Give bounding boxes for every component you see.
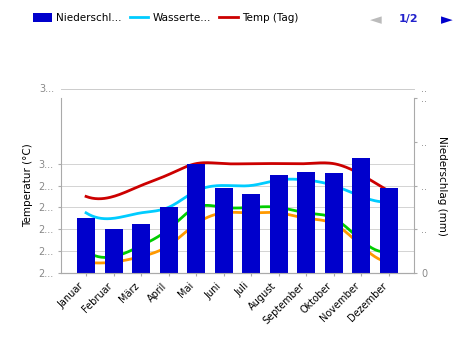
Y-axis label: Niederschlag (mm): Niederschlag (mm) <box>437 135 447 236</box>
Text: ►: ► <box>441 12 452 27</box>
Bar <box>325 174 343 273</box>
Bar <box>132 224 150 273</box>
Bar <box>187 164 205 273</box>
Bar <box>77 218 95 273</box>
Y-axis label: Temperatur (°C): Temperatur (°C) <box>23 144 32 228</box>
Bar <box>242 194 260 273</box>
Bar <box>215 188 233 273</box>
Text: ..: .. <box>421 84 427 94</box>
Bar <box>270 175 288 273</box>
Text: ◄: ◄ <box>370 12 382 27</box>
Bar <box>297 172 315 273</box>
Bar <box>352 158 370 273</box>
Text: 1/2: 1/2 <box>399 14 419 24</box>
Bar <box>160 207 178 273</box>
Bar <box>105 229 123 273</box>
Bar <box>380 188 398 273</box>
Legend: Niederschl..., Wasserte..., Temp (Tag): Niederschl..., Wasserte..., Temp (Tag) <box>29 9 303 27</box>
Text: 3...: 3... <box>39 84 54 94</box>
